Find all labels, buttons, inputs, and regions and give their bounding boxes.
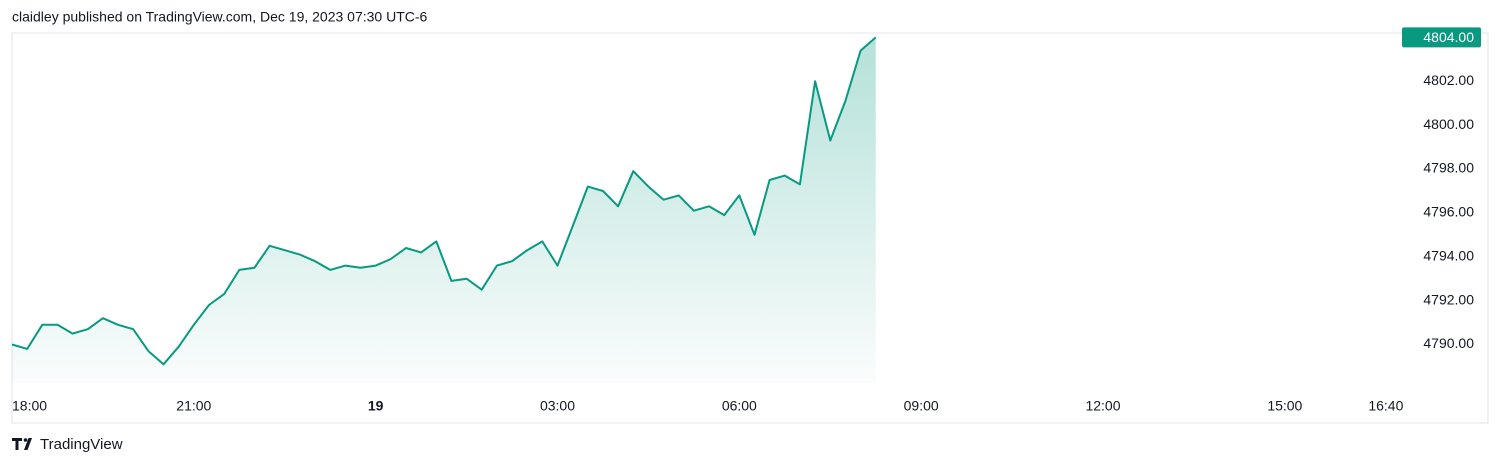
brand-logo (12, 438, 32, 450)
x-tick-label: 12:00 (1085, 398, 1120, 414)
x-tick-label: 09:00 (904, 398, 939, 414)
x-tick-label: 16:40 (1368, 398, 1403, 414)
y-tick-label: 4792.00 (1423, 291, 1474, 307)
y-tick-label: 4794.00 (1423, 247, 1474, 263)
x-tick-label: 15:00 (1267, 398, 1302, 414)
y-tick-label: 4790.00 (1423, 335, 1474, 351)
y-tick-label: 4800.00 (1423, 116, 1474, 132)
x-tick-label: 21:00 (176, 398, 211, 414)
chart-frame (11, 32, 1489, 424)
brand: TradingView (40, 436, 123, 453)
x-tick-label: 06:00 (722, 398, 757, 414)
x-tick-label: 19 (368, 398, 384, 414)
y-tick-label: 4798.00 (1423, 160, 1474, 176)
area-fill (12, 37, 876, 384)
last-price-tag (1402, 27, 1481, 48)
price-line (11, 36, 877, 366)
chart-title: claidley published on TradingView.com, D… (12, 9, 428, 25)
y-tick-label: 4802.00 (1423, 72, 1474, 88)
y-tick-label: 4796.00 (1423, 204, 1474, 220)
last-price-label: 4804.00 (1423, 29, 1474, 45)
x-tick-label: 18:00 (12, 398, 47, 414)
x-tick-label: 03:00 (540, 398, 575, 414)
